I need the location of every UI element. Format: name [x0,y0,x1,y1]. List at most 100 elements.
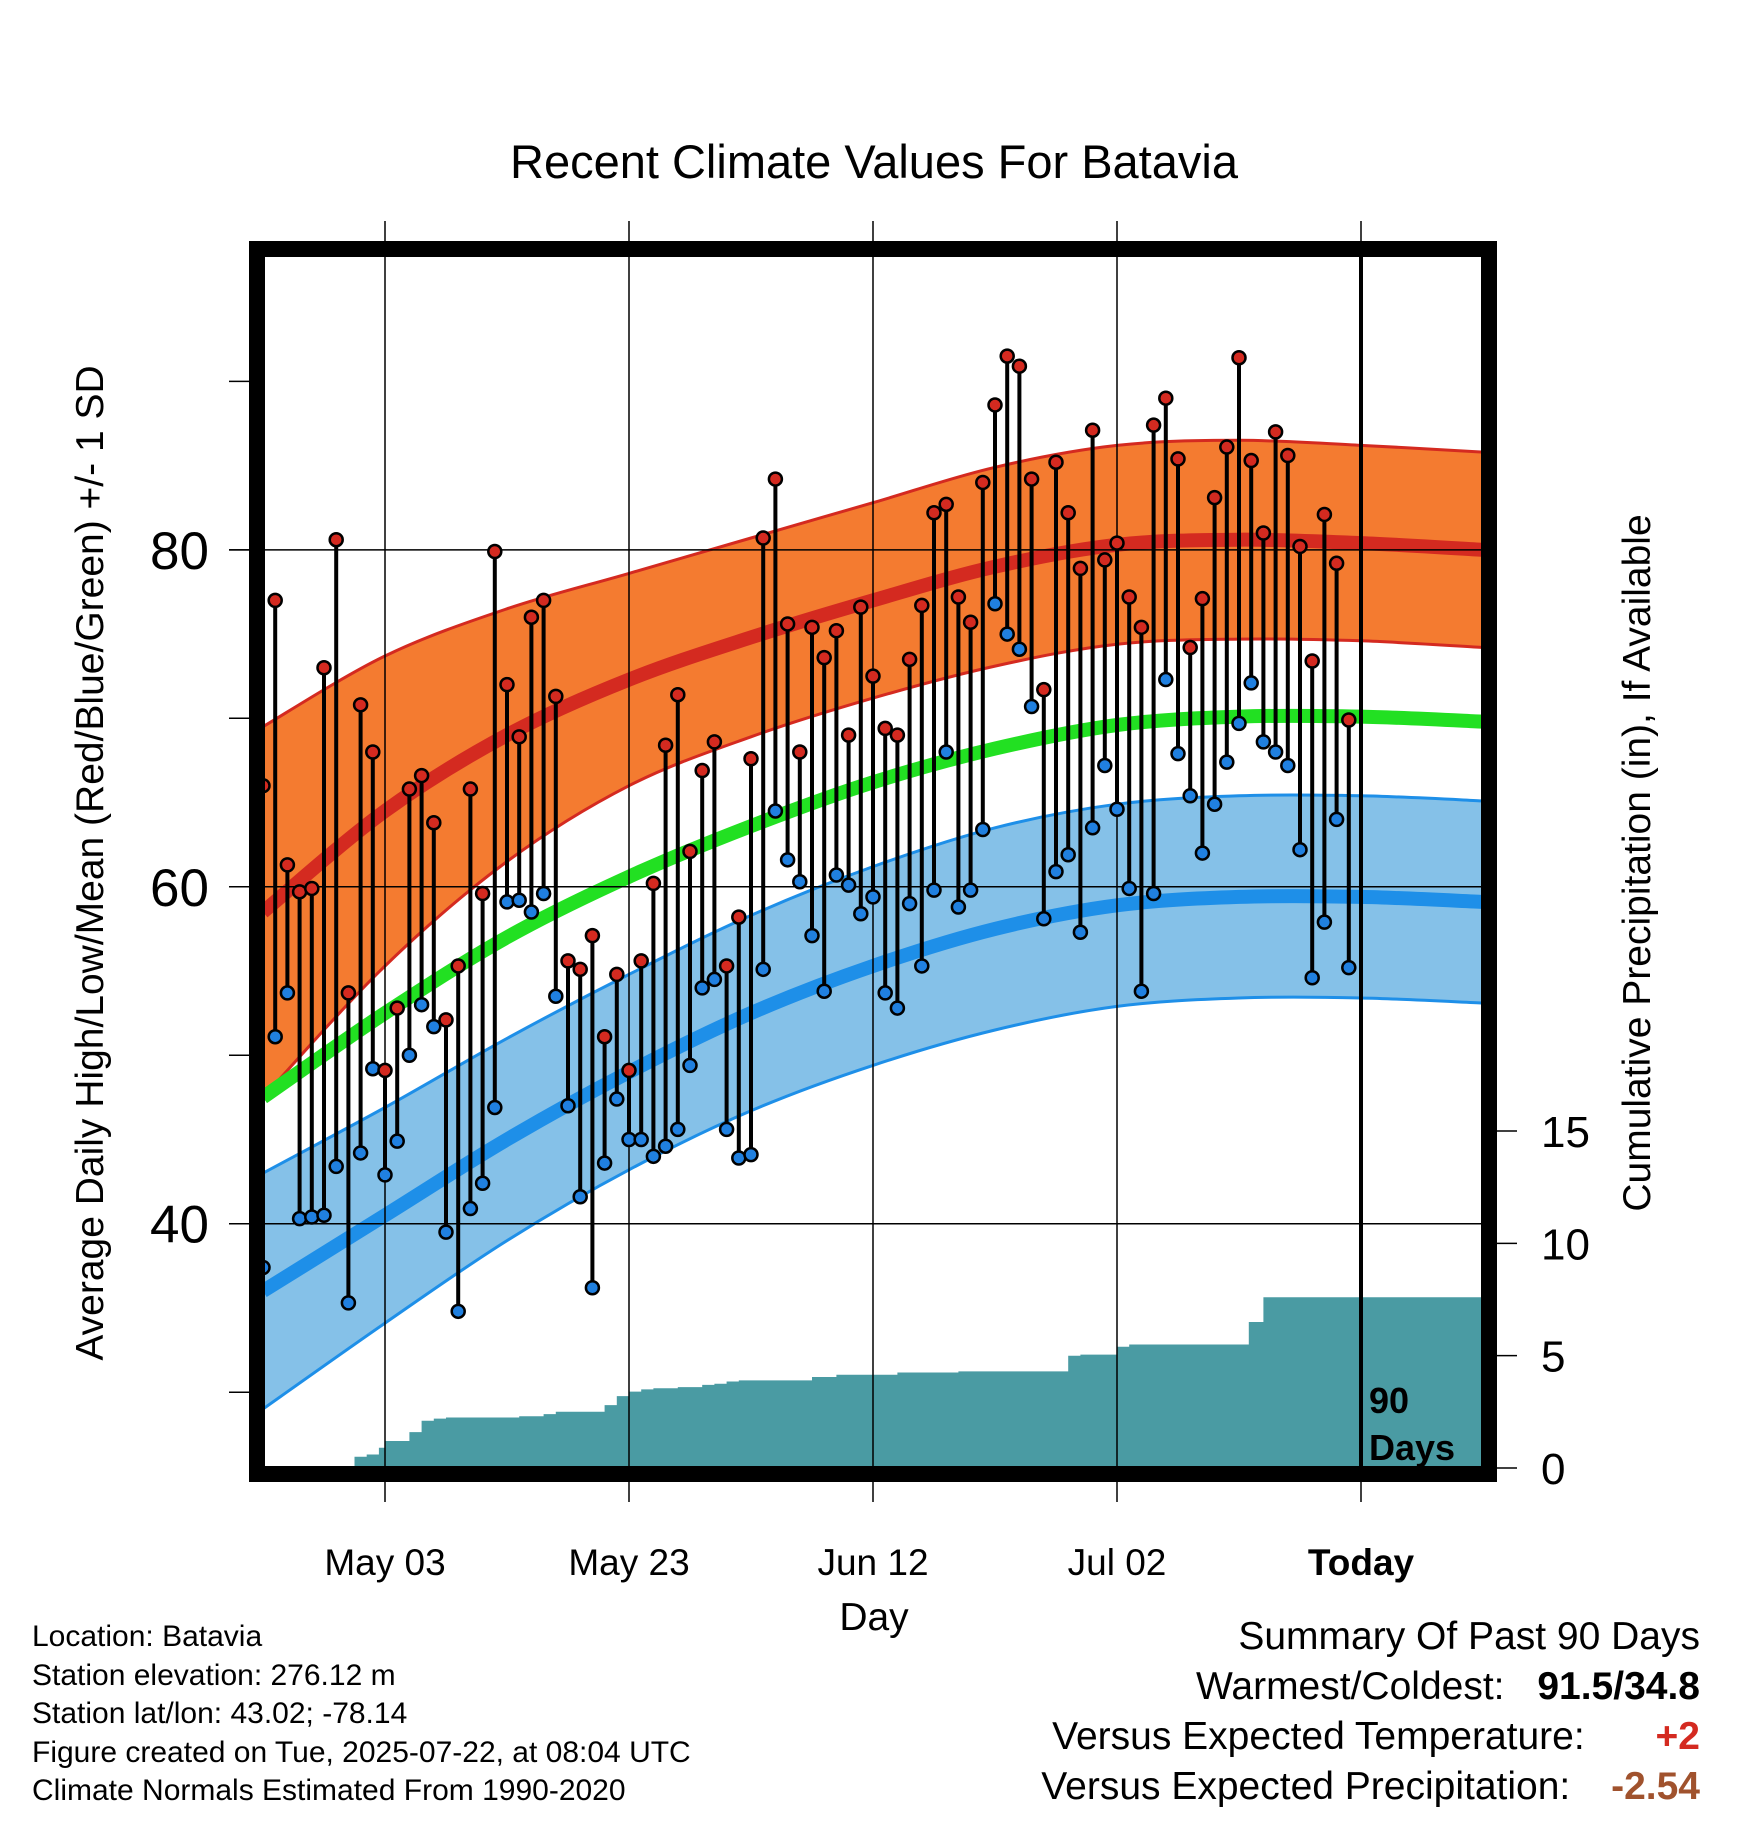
daily-low-point [1267,744,1284,760]
daily-high-point [999,348,1015,364]
daily-low-point [1280,757,1296,774]
daily-low-point [523,904,540,920]
daily-high-point [731,909,747,925]
daily-high-point [316,660,332,676]
daily-low-point [779,852,796,868]
x-tick-label: Jul 02 [1068,1542,1167,1583]
daily-high-point [1194,590,1211,607]
daily-high-point [377,1062,393,1079]
daily-low-point [657,1138,674,1154]
daily-high-point [1145,417,1162,433]
daily-low-point [792,873,808,890]
daily-high-point [657,737,674,754]
daily-high-point [548,688,564,705]
daily-low-point [962,882,979,898]
temp-anomaly-label: Versus Expected Temperature: [1052,1715,1585,1758]
daily-low-point [499,894,515,910]
daily-low-point [609,1091,625,1107]
daily-low-point [572,1189,588,1205]
daily-high-point [523,609,540,625]
daily-low-point [1145,885,1162,902]
daily-low-point [1194,845,1211,861]
daily-high-point [1231,350,1247,366]
daily-high-point [633,953,649,969]
daily-low-point [914,958,930,974]
daily-low-point [1048,863,1064,880]
daily-low-point [401,1047,418,1063]
daily-low-point [1072,924,1089,941]
daily-low-point [975,821,991,838]
daily-high-point [865,668,881,684]
today-annotation-days-count: 90 [1369,1380,1409,1421]
daily-high-point [792,744,808,760]
daily-low-point [291,1210,308,1227]
daily-high-point [426,815,442,831]
precip-anomaly-value: -2.54 [1611,1765,1700,1808]
x-tick-label: Jun 12 [817,1542,928,1583]
daily-low-point [1170,745,1186,762]
created-text: Figure created on Tue, 2025-07-22, at 08… [32,1735,691,1769]
daily-high-point [389,1000,405,1016]
x-tick-label: May 03 [324,1542,445,1583]
daily-high-point [1243,452,1259,469]
daily-high-point [670,686,686,703]
daily-high-point [365,744,381,760]
daily-high-point [1133,619,1150,636]
daily-high-point [511,729,527,745]
daily-low-point [987,595,1003,612]
daily-low-point [450,1303,466,1320]
x-tick-label: May 23 [568,1542,689,1583]
daily-high-point [596,1028,613,1045]
daily-low-point [816,983,832,999]
daily-low-point [1316,914,1333,930]
daily-high-point [645,875,662,892]
daily-high-point [1023,471,1040,487]
daily-high-point [413,767,430,784]
daily-low-point [1182,788,1198,804]
daily-low-point [804,927,820,944]
daily-low-point [840,877,857,893]
chart-title: Recent Climate Values For Batavia [510,135,1239,188]
daily-high-point [1158,390,1174,406]
daily-low-point [706,971,723,988]
daily-high-point [1206,489,1223,506]
daily-high-point [1267,424,1284,440]
daily-high-point [340,985,357,1001]
daily-high-point [914,597,930,614]
daily-low-point [901,895,918,912]
daily-low-point [1060,847,1076,863]
daily-high-point [1072,560,1089,577]
daily-high-point [1255,525,1272,541]
daily-high-point [1316,506,1333,523]
daily-high-point [462,781,479,797]
daily-low-point [633,1131,649,1148]
daily-high-point [1280,447,1296,464]
daily-high-point [1060,505,1076,521]
daily-low-point [743,1146,759,1163]
daily-low-point [352,1145,369,1161]
daily-low-point [511,892,527,908]
daily-low-point [1292,841,1308,858]
daily-high-point [1170,451,1186,467]
daily-low-point [1097,757,1113,774]
daily-high-point [450,958,466,974]
daily-low-point [938,744,954,760]
daily-low-point [1231,715,1247,732]
daily-high-point [962,614,979,631]
daily-high-point [487,543,503,560]
daily-low-point [1255,734,1272,750]
daily-low-point [267,1028,283,1045]
daily-high-point [1109,535,1125,551]
y2-tick-label: 0 [1541,1445,1565,1494]
daily-high-point [718,958,735,974]
daily-high-point [987,397,1003,413]
precip-anomaly-label: Versus Expected Precipitation: [1041,1765,1571,1808]
daily-high-point [584,927,601,944]
daily-low-point [718,1121,735,1138]
daily-high-point [938,496,954,513]
daily-low-point [548,988,564,1005]
daily-low-point [1023,698,1040,715]
daily-low-point [1036,911,1052,927]
daily-low-point [487,1099,503,1116]
